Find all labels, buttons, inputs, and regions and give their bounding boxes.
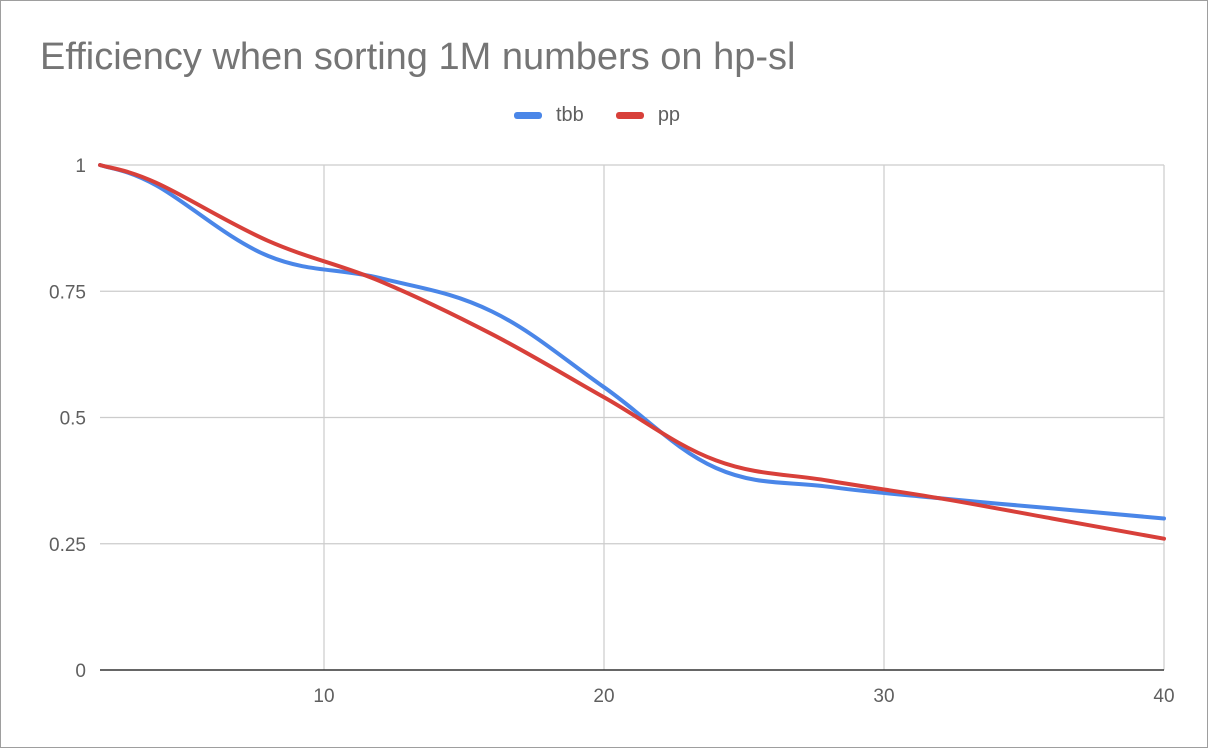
legend: tbb pp xyxy=(514,103,712,127)
legend-swatch-tbb xyxy=(514,111,542,119)
x-tick-label: 20 xyxy=(593,686,614,707)
chart-title: Efficiency when sorting 1M numbers on hp… xyxy=(40,36,796,78)
series-line-pp xyxy=(98,163,1166,541)
legend-label-tbb: tbb xyxy=(556,103,584,126)
legend-label-pp: pp xyxy=(657,103,681,126)
y-tick-label: 0.75 xyxy=(49,282,86,303)
series-line-tbb xyxy=(98,163,1166,521)
x-tick-label: 40 xyxy=(1153,686,1174,707)
y-tick-label: 1 xyxy=(75,156,86,177)
x-tick-label: 10 xyxy=(313,686,334,707)
y-tick-label: 0 xyxy=(75,661,86,682)
y-tick-label: 0.5 xyxy=(60,409,86,430)
legend-item-pp[interactable]: pp xyxy=(615,103,681,127)
legend-swatch-pp xyxy=(615,111,644,119)
x-tick-label: 30 xyxy=(873,686,894,707)
y-tick-label: 0.25 xyxy=(49,535,86,556)
legend-item-tbb[interactable]: tbb xyxy=(514,104,584,127)
